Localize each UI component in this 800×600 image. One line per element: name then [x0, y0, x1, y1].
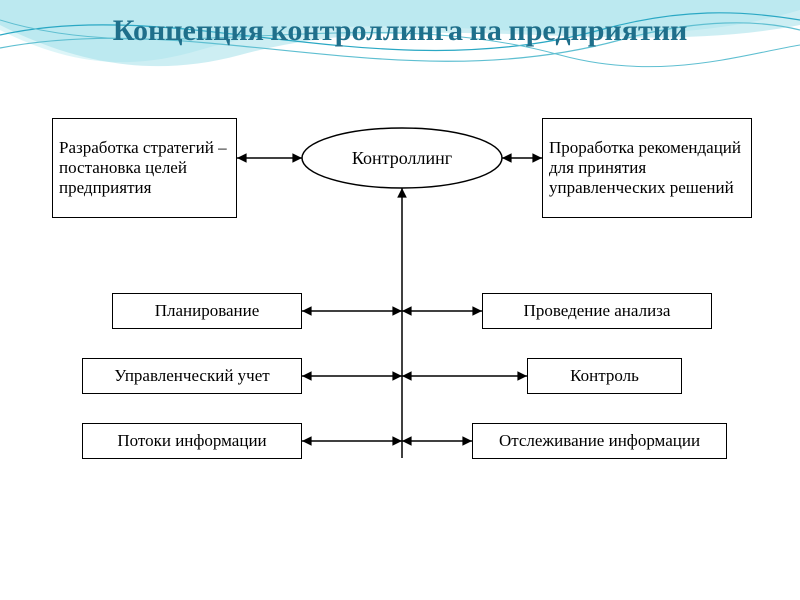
- node-n-track: Отслеживание информации: [472, 423, 727, 459]
- node-label: Проведение анализа: [524, 301, 671, 321]
- node-controlling-ellipse-label: Контроллинг: [302, 128, 502, 188]
- slide: Концепция контроллинга на предприятии Ко…: [0, 0, 800, 600]
- node-n-control: Контроль: [527, 358, 682, 394]
- slide-title: Концепция контроллинга на предприятии: [0, 14, 800, 49]
- node-n-flows: Потоки информации: [82, 423, 302, 459]
- node-n-left-top: Разработка стратегий – постановка целей …: [52, 118, 237, 218]
- node-label: Разработка стратегий – постановка целей …: [59, 138, 230, 198]
- node-n-plan: Планирование: [112, 293, 302, 329]
- node-label: Управленческий учет: [114, 366, 269, 386]
- node-n-analysis: Проведение анализа: [482, 293, 712, 329]
- node-n-right-top: Проработка рекомендаций для принятия упр…: [542, 118, 752, 218]
- node-label: Планирование: [155, 301, 260, 321]
- node-label: Потоки информации: [117, 431, 266, 451]
- node-label: Проработка рекомендаций для принятия упр…: [549, 138, 745, 198]
- diagram: Контроллинг Разработка стратегий – поста…: [52, 118, 752, 538]
- node-n-acct: Управленческий учет: [82, 358, 302, 394]
- node-label: Контроль: [570, 366, 639, 386]
- node-label: Отслеживание информации: [499, 431, 700, 451]
